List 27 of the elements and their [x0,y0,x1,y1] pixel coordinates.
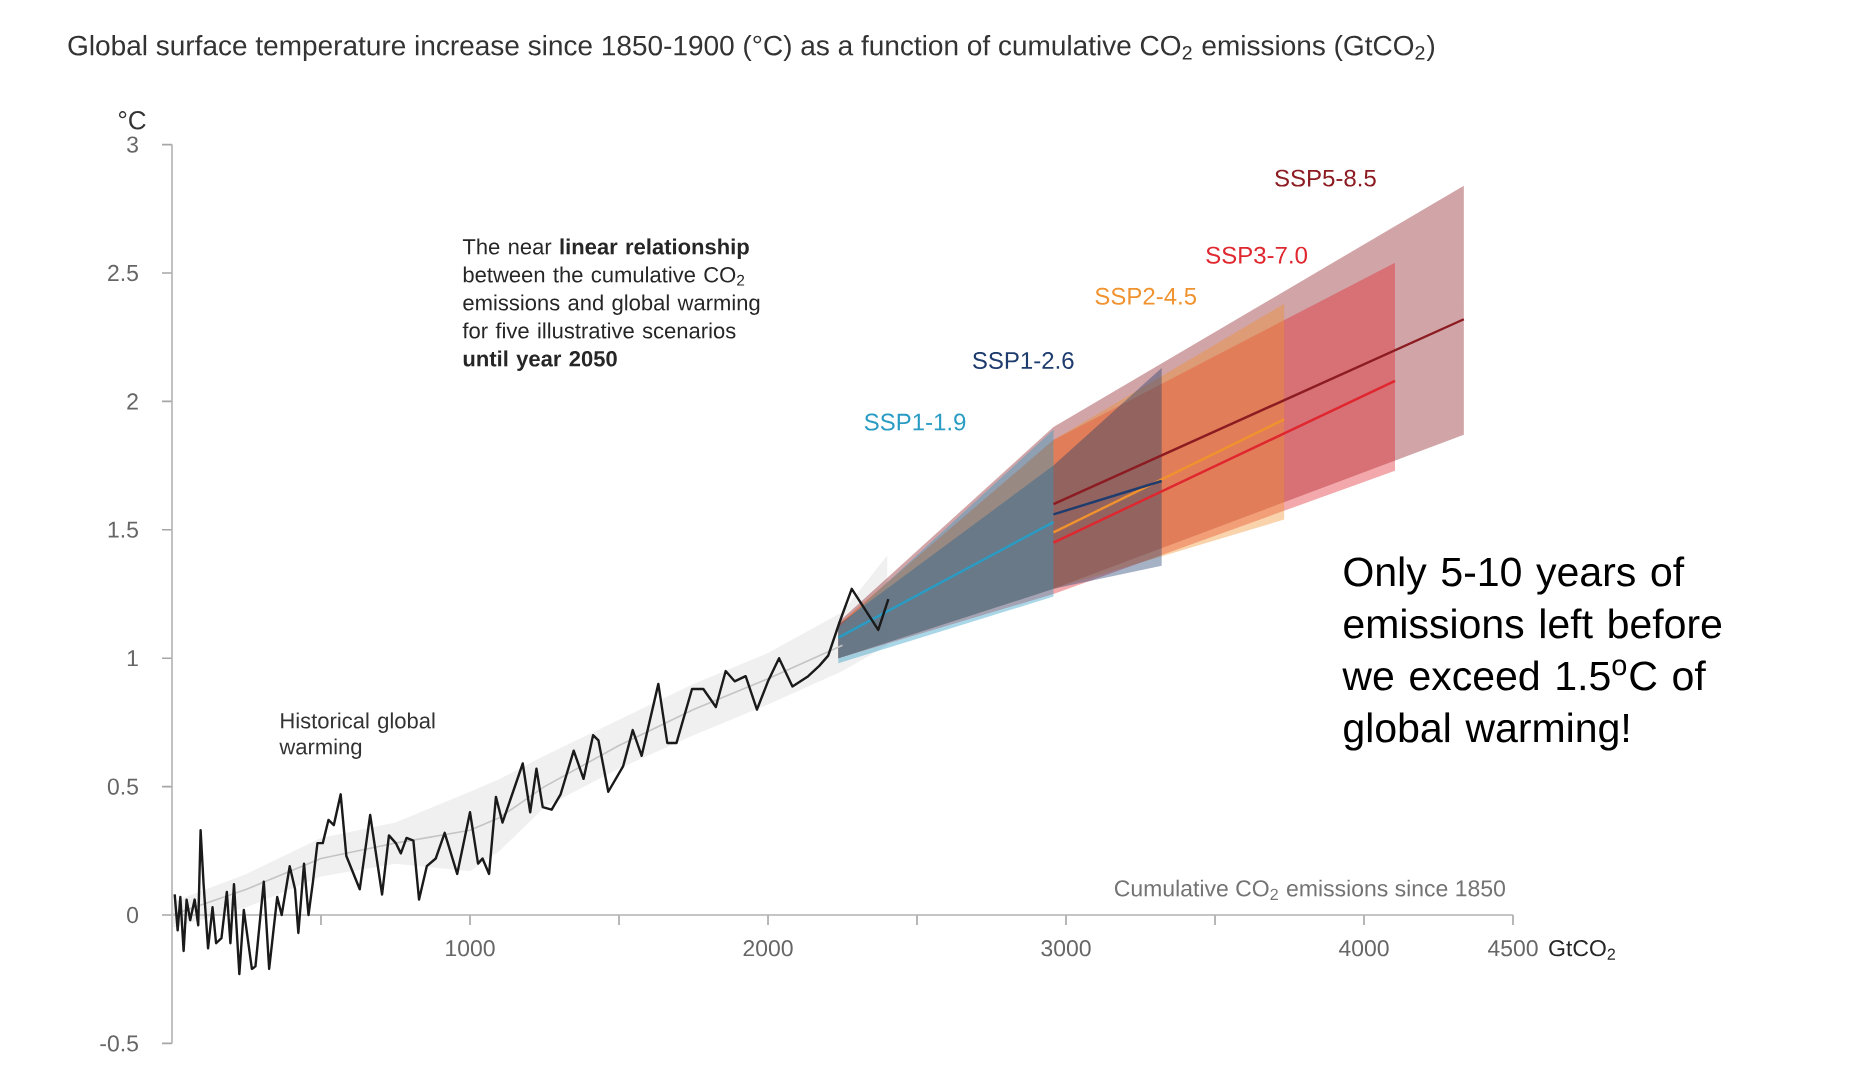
y-tick-label: 0.5 [107,778,138,795]
text: Historical global warming [279,712,435,759]
y-tick-label: 1.5 [108,521,138,538]
y-tick-label: 1 [127,650,138,667]
text: SSP2-4.5 [1095,287,1197,305]
text: SSP1-2.6 [972,351,1074,369]
y-tick-label: 2.5 [108,264,138,282]
annotation: Only 5-10 years of emissions left before we exceed 1.5$^{o}$C of global warming! [1342,556,1722,751]
annotation: The near linear relationship between the cumulative CO$_{2}$ emissions and global warming for five illustrative scenarios until year 2050 [462,238,760,371]
text: SSP1-1.9 [864,413,966,431]
text: GtCO$_{2}$ [1549,940,1616,960]
line-series [173,587,890,976]
chart-title: Global surface temperature increase since 1850-1900 (°C) as a function of cumulative CO$_{2}$ emissions (GtCO$_{2}$) [68,34,1435,62]
y-tick-label: 2 [127,393,138,410]
x-tick-label: 2000 [743,940,793,957]
line-series [171,644,844,916]
x-tick-label: 1000 [446,940,495,957]
x-tick-label: 4500 [1487,940,1538,957]
y-tick-label: 3 [127,136,138,153]
y-tick-label: -0.5 [100,1035,138,1052]
y-tick-label: 0 [127,906,139,924]
text: SSP3-7.0 [1206,246,1307,264]
x-tick-label: 3000 [1041,940,1091,957]
x-tick-label: 4000 [1338,940,1389,957]
text: SSP5-8.5 [1275,169,1376,187]
y-axis-title: °C [118,111,146,130]
x-axis-title: Cumulative CO$_{2}$ emissions since 1850 [1114,879,1505,900]
